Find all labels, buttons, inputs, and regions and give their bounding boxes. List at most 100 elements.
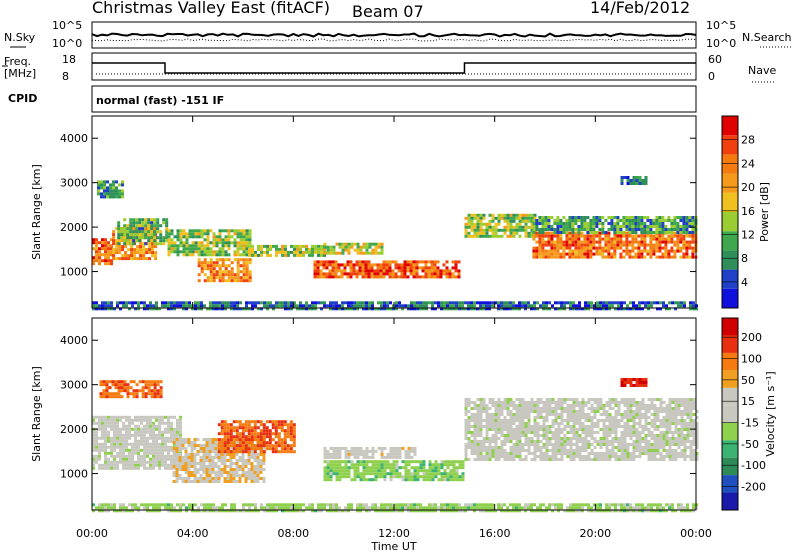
heatmap-cell xyxy=(332,301,335,305)
heatmap-cell xyxy=(551,413,555,416)
heatmap-cell xyxy=(596,452,600,455)
heatmap-cell xyxy=(667,228,671,231)
heatmap-cell xyxy=(115,239,119,243)
heatmap-cell xyxy=(260,250,263,254)
heatmap-cell xyxy=(613,216,617,219)
heatmap-cell xyxy=(590,449,594,452)
heatmap-cell xyxy=(548,458,552,461)
heatmap-cell xyxy=(533,307,536,311)
heatmap-cell xyxy=(455,469,459,473)
heatmap-cell xyxy=(541,246,545,250)
heatmap-cell xyxy=(347,304,350,308)
heatmap-cell xyxy=(382,260,386,264)
heatmap-cell xyxy=(577,234,581,238)
heatmap-cell xyxy=(619,225,623,228)
heatmap-cell xyxy=(202,456,206,459)
heatmap-cell xyxy=(344,466,348,470)
heatmap-cell xyxy=(535,234,539,238)
heatmap-cell xyxy=(530,443,534,446)
heatmap-cell xyxy=(605,434,609,437)
heatmap-cell xyxy=(172,465,176,468)
heatmap-cell xyxy=(554,407,558,410)
heatmap-cell xyxy=(125,418,128,422)
heatmap-cell xyxy=(392,449,396,453)
heatmap-cell xyxy=(331,272,335,276)
heatmap-cell xyxy=(503,216,507,220)
heatmap-cell xyxy=(605,440,609,443)
heatmap-cell xyxy=(440,307,443,311)
heatmap-cell xyxy=(566,422,570,425)
heatmap-cell xyxy=(278,247,281,251)
heatmap-cell xyxy=(104,253,107,257)
heatmap-cell xyxy=(413,301,416,305)
heatmap-cell xyxy=(601,225,605,228)
heatmap-cell xyxy=(184,456,188,459)
heatmap-cell xyxy=(410,301,413,305)
heatmap-cell xyxy=(182,241,186,245)
heatmap-cell xyxy=(617,458,621,461)
heatmap-cell xyxy=(373,275,377,279)
heatmap-cell xyxy=(129,233,133,237)
heatmap-cell xyxy=(491,413,495,416)
heatmap-cell xyxy=(269,244,272,248)
heatmap-cell xyxy=(485,225,489,229)
heatmap-cell xyxy=(151,248,155,252)
heatmap-cell xyxy=(293,301,296,305)
heatmap-cell xyxy=(170,250,174,254)
heatmap-cell xyxy=(515,452,519,455)
heatmap-cell xyxy=(173,442,176,446)
heatmap-cell xyxy=(509,410,513,413)
heatmap-cell xyxy=(545,431,549,434)
heatmap-cell xyxy=(137,418,140,422)
heatmap-cell xyxy=(134,466,137,470)
heatmap-cell xyxy=(242,232,246,236)
heatmap-cell xyxy=(512,437,516,440)
heatmap-cell xyxy=(170,439,173,443)
heatmap-cell xyxy=(470,234,474,238)
heatmap-cell xyxy=(239,241,243,245)
heatmap-cell xyxy=(325,275,329,279)
heatmap-cell xyxy=(196,438,200,441)
heatmap-cell xyxy=(329,248,333,252)
heatmap-cell xyxy=(152,433,155,437)
heatmap-cell xyxy=(584,428,588,431)
heatmap-cell xyxy=(491,434,495,437)
heatmap-cell xyxy=(221,229,225,233)
heatmap-cell xyxy=(344,307,347,311)
heatmap-cell xyxy=(593,458,597,461)
heatmap-cell xyxy=(628,219,632,222)
heatmap-cell xyxy=(574,228,578,231)
heatmap-cell xyxy=(535,240,539,244)
heatmap-cell xyxy=(194,304,197,308)
heatmap-cell xyxy=(127,248,131,252)
heatmap-cell xyxy=(613,234,617,238)
heatmap-cell xyxy=(311,244,314,248)
heatmap-cell xyxy=(371,472,375,476)
heatmap-cell xyxy=(536,398,540,401)
heatmap-cell xyxy=(332,251,336,255)
heatmap-cell xyxy=(370,275,374,279)
heatmap-cell xyxy=(367,260,371,264)
heatmap-cell xyxy=(161,445,164,449)
heatmap-cell xyxy=(209,307,212,311)
heatmap-cell xyxy=(256,465,260,468)
heatmap-cell xyxy=(470,431,474,434)
heatmap-cell xyxy=(125,460,128,464)
heatmap-cell xyxy=(107,247,110,251)
heatmap-cell xyxy=(676,246,680,250)
heatmap-cell xyxy=(566,410,570,413)
heatmap-cell xyxy=(476,213,480,217)
heatmap-cell xyxy=(605,419,609,422)
heatmap-cell xyxy=(404,449,408,453)
heatmap-cell xyxy=(190,462,194,465)
heatmap-cell xyxy=(239,235,243,239)
heatmap-cell xyxy=(509,413,513,416)
heatmap-cell xyxy=(149,433,152,437)
heatmap-cell xyxy=(584,443,588,446)
heatmap-cell xyxy=(485,234,489,238)
heatmap-cell xyxy=(259,432,263,436)
heatmap-cell xyxy=(332,245,336,249)
heatmap-cell xyxy=(503,434,507,437)
heatmap-cell xyxy=(503,452,507,455)
heatmap-cell xyxy=(482,437,486,440)
